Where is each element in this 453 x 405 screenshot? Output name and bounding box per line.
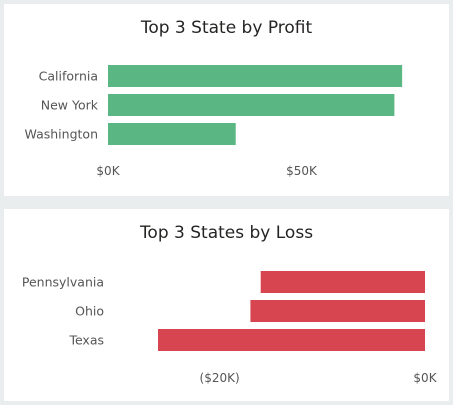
loss-category-label: Ohio bbox=[75, 304, 104, 319]
loss-bar-chart: Pennsylvania Ohio Texas ($20K) $0K bbox=[22, 271, 438, 385]
profit-bar bbox=[108, 94, 395, 116]
profit-x-tick-label: $0K bbox=[96, 164, 120, 178]
profit-chart-title: Top 3 State by Profit bbox=[140, 18, 313, 38]
profit-bar bbox=[108, 65, 403, 87]
loss-chart-title: Top 3 States by Loss bbox=[139, 223, 314, 243]
loss-x-tick-label: $0K bbox=[413, 371, 437, 385]
loss-x-tick-label: ($20K) bbox=[200, 371, 240, 385]
profit-chart-card: Top 3 State by Profit California New York… bbox=[4, 4, 449, 196]
profit-category-label: California bbox=[39, 69, 98, 84]
loss-chart-card: Top 3 States by Loss Pennsylvania Ohio Tex… bbox=[4, 209, 449, 401]
loss-category-label: Pennsylvania bbox=[22, 275, 104, 290]
profit-category-label: Washington bbox=[25, 127, 98, 142]
loss-category-label: Texas bbox=[68, 333, 104, 348]
profit-x-tick-label: $50K bbox=[286, 164, 318, 178]
loss-bar bbox=[158, 329, 425, 351]
loss-bar bbox=[260, 271, 425, 293]
profit-category-label: New York bbox=[41, 98, 99, 113]
profit-bar bbox=[108, 123, 236, 145]
loss-bar bbox=[250, 300, 425, 322]
profit-bar-chart: California New York Washington $0K $50K bbox=[25, 65, 403, 178]
